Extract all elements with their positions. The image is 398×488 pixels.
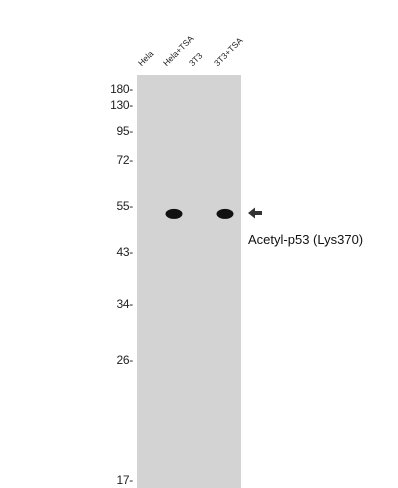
mw-marker-label: 130-: [110, 98, 133, 112]
mw-marker-label: 34-: [116, 297, 134, 311]
target-protein-label: Acetyl-p53 (Lys370): [248, 232, 364, 247]
left-arrow-icon: [248, 207, 262, 219]
protein-band: [165, 208, 183, 219]
mw-marker-label: 17-: [116, 473, 134, 487]
mw-marker-label: 180-: [110, 82, 133, 96]
mw-marker-label: 55-: [116, 199, 134, 213]
membrane: [137, 75, 241, 488]
mw-marker-label: 43-: [116, 245, 134, 259]
mw-marker-label: 72-: [116, 153, 134, 167]
bands-layer: [165, 208, 234, 219]
mw-marker-label: 95-: [116, 124, 134, 138]
protein-band: [216, 208, 234, 219]
mw-marker-label: 26-: [116, 353, 134, 367]
